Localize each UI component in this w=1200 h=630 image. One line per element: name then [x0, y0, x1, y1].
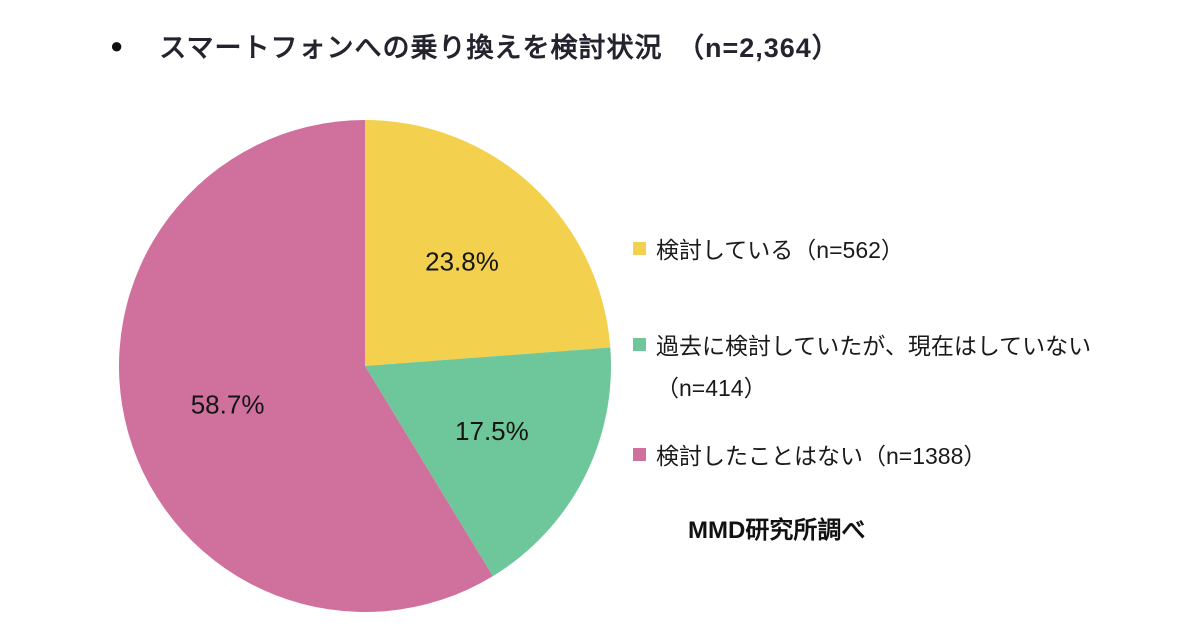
legend: 検討している（n=562） 過去に検討していたが、現在はしていない（n=414） 検…: [633, 230, 1153, 503]
pie-slice-label-2: 58.7%: [191, 390, 265, 420]
pie-slice-label-1: 17.5%: [455, 416, 529, 446]
pie-slice-0: [365, 120, 611, 366]
pie-slice-2: [119, 120, 493, 612]
pie-chart: 23.8% 17.5% 58.7%: [118, 119, 612, 613]
legend-item-1: 過去に検討していたが、現在はしていない（n=414）: [633, 326, 1153, 410]
bullet-icon: ●: [110, 32, 124, 58]
legend-label: 過去に検討していたが、現在はしていない（n=414）: [656, 332, 1092, 401]
source-note: MMD研究所調べ: [688, 517, 866, 544]
legend-marker-icon: [633, 447, 646, 461]
pie-svg: 23.8% 17.5% 58.7%: [119, 120, 611, 612]
legend-marker-icon: [633, 242, 646, 255]
legend-item-2: 検討したことはない（n=1388）: [633, 436, 1153, 478]
legend-label: 検討したことはない（n=1388）: [656, 442, 987, 469]
legend-label: 検討している（n=562）: [656, 237, 904, 263]
chart-title: スマートフォンへの乗り換えを検討状況 （n=2,364）: [159, 33, 840, 63]
chart-title-row: ● スマートフォンへの乗り換えを検討状況 （n=2,364）: [110, 26, 840, 65]
pie-slice-1: [365, 347, 611, 577]
legend-item-0: 検討している（n=562）: [633, 230, 1153, 272]
legend-marker-icon: [633, 337, 646, 351]
pie-slice-label-0: 23.8%: [425, 246, 499, 276]
